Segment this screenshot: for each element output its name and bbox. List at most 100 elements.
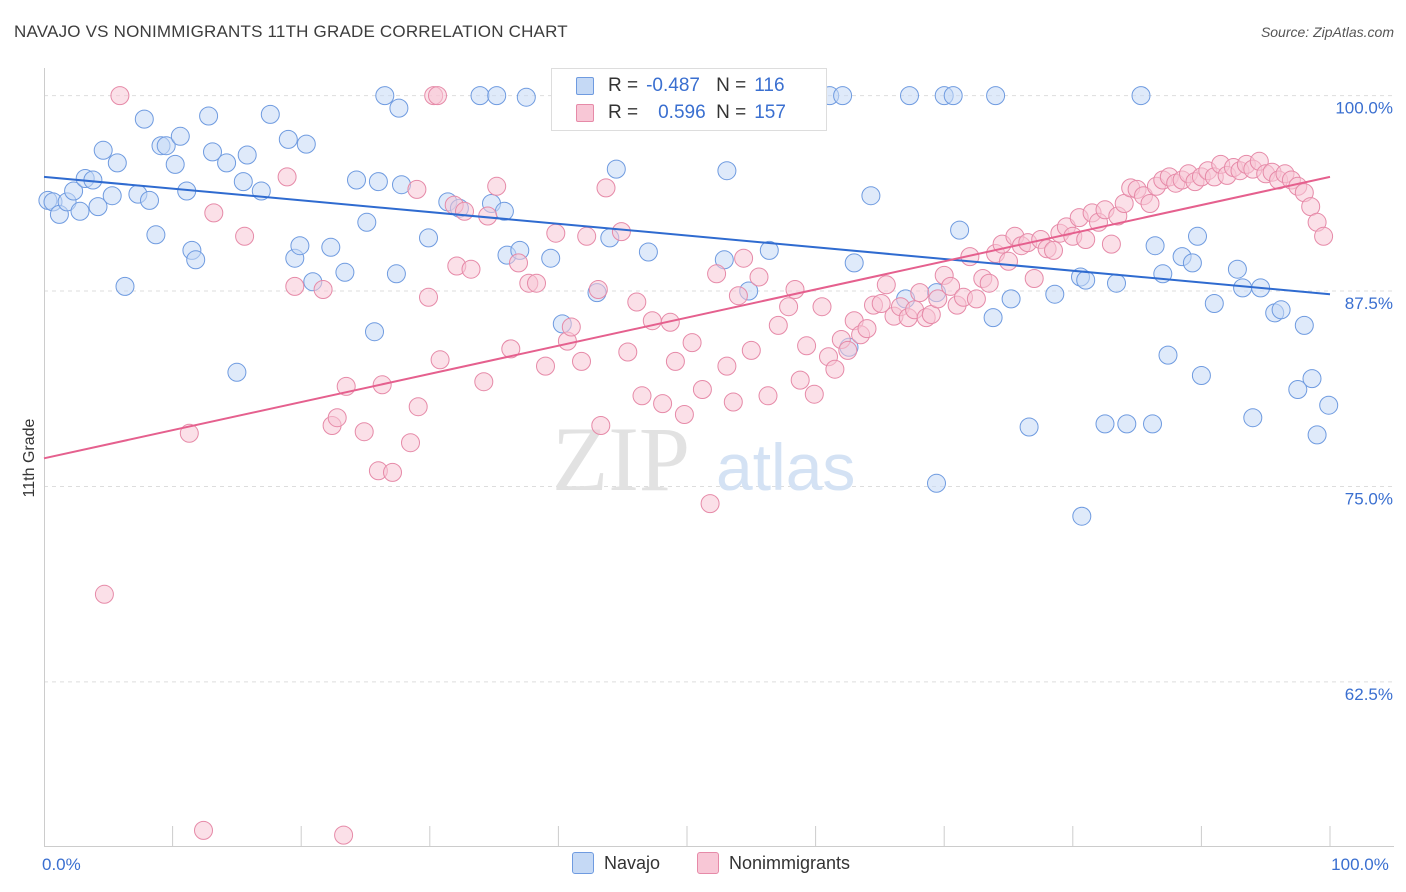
navajo-point [1076,270,1096,290]
nonimmigrants-point [461,259,481,279]
nonimmigrants-point [1314,226,1334,246]
nonimmigrants-point [509,253,528,273]
navajo-point [844,253,864,273]
navajo-point [638,242,658,262]
nonimmigrants-point [474,372,494,392]
navajo-legend-swatch [572,852,594,874]
nonimmigrants-point [692,380,712,399]
navajo-point [1271,300,1291,320]
legend-item-navajo: Navajo [572,852,660,874]
n-label: N = [716,102,747,123]
nonimmigrants-point [354,422,374,442]
nonimmigrants-point [204,203,224,223]
nonimmigrants-point [194,820,213,840]
nonimmigrants-point [682,333,702,353]
stats-row-navajo: R = -0.487 N = 116 [552,73,785,99]
navajo-trend-line [43,175,1331,296]
nonimmigrants-point [749,267,769,287]
nonimmigrants-point [871,294,891,313]
y-tick-label: 62.5% [1345,685,1393,704]
nonimmigrants-point [596,178,616,198]
navajo-point [861,186,881,206]
nonimmigrants-point [797,336,817,356]
navajo-point [375,86,395,106]
nonimmigrants-point [966,289,986,309]
nonimmigrants-point [536,356,555,376]
watermark-atlas: atlas [716,430,855,504]
navajo-point [335,262,355,282]
navajo-point [1294,315,1314,335]
nonimmigrants-point [235,226,255,246]
nonimmigrants-point [910,283,930,303]
navajo-point [146,225,166,245]
navajo-point [927,473,946,493]
navajo-point [1319,395,1339,415]
nonimmigrants-point [728,286,748,306]
chart-title: NAVAJO VS NONIMMIGRANTS 11TH GRADE CORRE… [14,22,568,41]
navajo-point [516,87,536,107]
nonimmigrants-point [734,248,754,268]
navajo-point [1191,366,1211,385]
nonimmigrants-point [804,384,824,404]
navajo-point [986,86,1006,106]
navajo-point [606,159,626,179]
navajo-point [1072,506,1092,526]
nonimmigrants-point [707,264,727,284]
nonimmigrants-point [407,179,427,199]
nonimmigrants-point [812,297,832,317]
navajo-point [1233,278,1253,298]
nonimmigrants-point [653,394,673,414]
navajo-point [950,220,970,240]
legend-item-nonimmigrants: Nonimmigrants [697,852,850,874]
y-axis-label: 11th Grade [21,418,38,497]
nonimmigrants-point [790,370,810,390]
navajo-point [365,322,384,342]
navajo-point [1288,380,1308,399]
navajo-point [419,228,438,248]
x-tick-label: 0.0% [42,855,81,874]
navajo-point [88,197,108,217]
navajo-point [290,236,310,256]
navajo-point [186,250,206,270]
x-tick-labels: 0.0% 100.0% [42,855,1389,874]
navajo-point [237,145,257,165]
navajo-point [1107,273,1126,293]
nonimmigrants-point [527,273,546,293]
nonimmigrants-point [327,408,347,428]
navajo-point [102,186,122,206]
navajo-point [541,248,561,268]
navajo-point [203,142,222,162]
watermark: ZIP atlas [552,408,855,510]
navajo-point [156,136,176,156]
source-label: Source: ZipAtlas.com [1260,24,1394,40]
navajo-point [170,126,190,146]
navajo-point [227,362,247,382]
nonimmigrants-point [1101,234,1121,254]
nonimmigrants-point [627,292,647,312]
legend-label-nonimmigrants: Nonimmigrants [729,852,851,873]
nonimmigrants-swatch [576,104,594,122]
nonimmigrants-point [928,289,948,309]
navajo-point [368,172,388,192]
navajo-point [1145,236,1165,256]
r-label: R = [608,75,639,96]
nonimmigrants-point [1044,240,1063,260]
nonimmigrants-point [428,86,447,106]
y-tick-label: 100.0% [1335,99,1393,118]
navajo-point [1143,414,1162,434]
stats-row-nonimmigrants: R = 0.596 N = 157 [552,100,786,126]
nonimmigrants-point [665,351,685,371]
nonimmigrants-point [591,416,611,435]
nonimmigrants-point [758,386,778,406]
navajo-point [134,109,154,129]
navajo-point [1019,417,1039,437]
nonimmigrants-point [611,222,631,242]
navajo-point [1117,414,1137,434]
nonimmigrants-point [876,275,896,295]
nonimmigrants-point [110,86,130,106]
navajo-point [389,98,409,118]
navajo-point [1243,408,1263,428]
navajo-point [1001,289,1021,309]
navajo-point [470,86,490,106]
